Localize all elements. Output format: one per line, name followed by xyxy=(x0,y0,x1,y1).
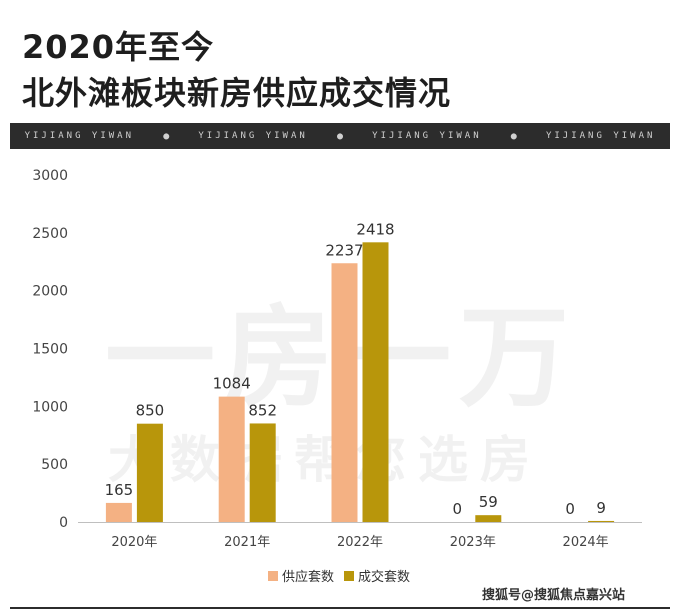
banner-text-4: YIJIANG YIWAN xyxy=(545,131,656,141)
bar-supply-2021年 xyxy=(218,396,245,522)
chart-title-line-1: 2020年至今 xyxy=(22,28,215,66)
legend-swatch-supply xyxy=(268,570,278,581)
y-tick-label-0: 0 xyxy=(59,515,68,531)
chart-title-line-2: 北外滩板块新房供应成交情况 xyxy=(22,74,452,112)
legend-item-supply: 供应套数 xyxy=(268,566,334,585)
data-label-deal-2021年: 852 xyxy=(248,401,277,419)
x-tick-label-2020年: 2020年 xyxy=(111,535,157,550)
banner-text-1: YIJIANG YIWAN xyxy=(24,131,135,141)
x-tick-label-2024年: 2024年 xyxy=(563,535,609,550)
chart-legend: 供应套数 成交套数 xyxy=(268,566,410,585)
bottom-divider xyxy=(10,607,670,609)
banner-dot-1: ● xyxy=(163,130,170,142)
banner-text-3: YIJIANG YIWAN xyxy=(372,131,482,141)
y-tick-label-5: 2500 xyxy=(32,226,68,242)
x-tick-label-2022年: 2022年 xyxy=(337,535,383,550)
data-label-supply-2021年: 1084 xyxy=(213,375,251,393)
data-label-supply-2020年: 165 xyxy=(105,481,134,499)
banner-dot-2: ● xyxy=(336,130,344,142)
x-tick-label-2023年: 2023年 xyxy=(450,535,496,550)
y-tick-label-3: 1500 xyxy=(32,342,68,358)
legend-swatch-deal xyxy=(344,570,355,581)
bar-supply-2020年 xyxy=(105,502,132,522)
bar-deal-2022年 xyxy=(362,242,389,522)
banner-text-2: YIJIANG YIWAN xyxy=(198,131,308,141)
y-tick-label-1: 500 xyxy=(41,457,68,473)
data-label-deal-2023年: 59 xyxy=(479,493,498,511)
banner-dot-3: ● xyxy=(510,130,517,142)
bar-deal-2020年 xyxy=(136,423,163,522)
data-label-supply-2024年: 0 xyxy=(565,500,575,518)
data-label-deal-2024年: 9 xyxy=(596,499,606,517)
data-label-supply-2022年: 2237 xyxy=(325,241,363,259)
y-tick-label-4: 2000 xyxy=(32,284,68,300)
legend-label-supply: 供应套数 xyxy=(282,570,335,585)
source-footer: 搜狐号@搜狐焦点嘉兴站 xyxy=(482,588,626,603)
brand-banner: YIJIANG YIWAN ● YIJIANG YIWAN ● YIJIANG … xyxy=(10,123,670,149)
y-tick-label-2: 1000 xyxy=(32,399,68,415)
bar-supply-2022年 xyxy=(331,263,358,522)
bar-deal-2023年 xyxy=(475,515,502,522)
x-tick-label-2021年: 2021年 xyxy=(224,535,270,550)
data-label-deal-2022年: 2418 xyxy=(356,220,394,238)
data-label-supply-2023年: 0 xyxy=(453,500,463,518)
y-tick-label-6: 3000 xyxy=(32,168,68,184)
bar-deal-2024年 xyxy=(588,520,615,522)
legend-item-deal: 成交套数 xyxy=(344,566,410,585)
data-label-deal-2020年: 850 xyxy=(136,402,165,420)
bar-deal-2021年 xyxy=(249,423,276,522)
legend-label-deal: 成交套数 xyxy=(358,570,411,585)
